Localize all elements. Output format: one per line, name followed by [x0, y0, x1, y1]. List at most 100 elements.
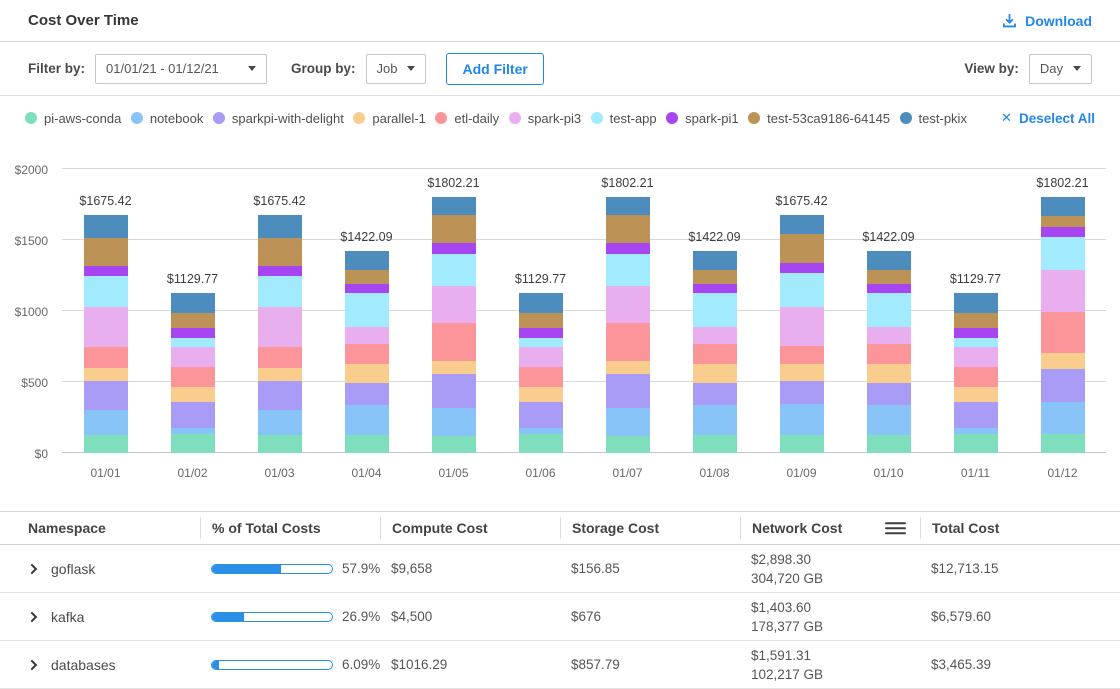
bar-segment[interactable] [606, 436, 650, 453]
group-by-select[interactable]: Job [366, 54, 427, 84]
bar-segment[interactable] [954, 347, 998, 367]
bar-segment[interactable] [519, 338, 563, 348]
bar-segment[interactable] [867, 364, 911, 382]
bar-segment[interactable] [780, 273, 824, 306]
bar-segment[interactable] [432, 361, 476, 374]
bar-segment[interactable] [780, 364, 824, 381]
add-filter-button[interactable]: Add Filter [446, 53, 543, 85]
stacked-bar[interactable] [867, 251, 911, 453]
legend-item[interactable]: test-app [591, 111, 657, 126]
bar-segment[interactable] [954, 402, 998, 428]
stacked-bar[interactable] [171, 293, 215, 453]
bar-segment[interactable] [954, 387, 998, 401]
bar-segment[interactable] [780, 435, 824, 453]
bar-segment[interactable] [1041, 270, 1085, 312]
bar-segment[interactable] [84, 276, 128, 307]
bar-segment[interactable] [867, 293, 911, 327]
bar-segment[interactable] [954, 434, 998, 453]
bar-segment[interactable] [693, 383, 737, 405]
bar-segment[interactable] [345, 383, 389, 405]
stacked-bar[interactable] [780, 215, 824, 453]
bar-segment[interactable] [84, 307, 128, 347]
bar-segment[interactable] [258, 266, 302, 276]
bar-segment[interactable] [345, 364, 389, 382]
column-header[interactable]: % of Total Costs [200, 517, 380, 539]
bar-segment[interactable] [519, 434, 563, 453]
bar-segment[interactable] [954, 328, 998, 338]
bar-segment[interactable] [1041, 237, 1085, 271]
bar-segment[interactable] [345, 251, 389, 269]
bar-segment[interactable] [432, 323, 476, 361]
stacked-bar[interactable] [954, 293, 998, 453]
bar-segment[interactable] [606, 243, 650, 254]
bar-segment[interactable] [171, 387, 215, 401]
bar-segment[interactable] [780, 234, 824, 263]
deselect-all-button[interactable]: ✕ Deselect All [1001, 110, 1095, 126]
bar-segment[interactable] [954, 367, 998, 387]
bar-segment[interactable] [693, 327, 737, 345]
bar-segment[interactable] [954, 293, 998, 314]
bar-segment[interactable] [693, 364, 737, 382]
expand-row-button[interactable] [28, 611, 39, 623]
bar-segment[interactable] [954, 428, 998, 435]
view-by-select[interactable]: Day [1029, 54, 1092, 84]
bar-segment[interactable] [84, 266, 128, 276]
bar-segment[interactable] [693, 293, 737, 327]
legend-item[interactable]: test-pkix [900, 111, 967, 126]
bar-segment[interactable] [258, 276, 302, 307]
bar-segment[interactable] [84, 410, 128, 435]
bar-segment[interactable] [258, 410, 302, 435]
column-header[interactable]: Total Cost [920, 517, 1092, 539]
bar-segment[interactable] [693, 405, 737, 435]
bar-segment[interactable] [606, 286, 650, 323]
bar-segment[interactable] [867, 270, 911, 284]
bar-segment[interactable] [606, 197, 650, 215]
bar-segment[interactable] [606, 408, 650, 436]
stacked-bar[interactable] [258, 215, 302, 453]
bar-segment[interactable] [867, 344, 911, 364]
bar-segment[interactable] [1041, 197, 1085, 216]
bar-segment[interactable] [519, 293, 563, 314]
bar-segment[interactable] [606, 323, 650, 361]
bar-segment[interactable] [345, 293, 389, 327]
bar-segment[interactable] [432, 374, 476, 407]
stacked-bar[interactable] [345, 251, 389, 453]
bar-segment[interactable] [345, 327, 389, 345]
bar-segment[interactable] [84, 238, 128, 266]
bar-segment[interactable] [1041, 227, 1085, 237]
bar-segment[interactable] [171, 428, 215, 435]
legend-item[interactable]: notebook [131, 111, 204, 126]
legend-item[interactable]: spark-pi1 [666, 111, 738, 126]
bar-segment[interactable] [954, 313, 998, 327]
bar-segment[interactable] [519, 402, 563, 428]
stacked-bar[interactable] [693, 251, 737, 453]
column-header[interactable]: Storage Cost [560, 517, 740, 539]
legend-item[interactable]: etl-daily [435, 111, 499, 126]
bar-segment[interactable] [171, 293, 215, 314]
bar-segment[interactable] [84, 435, 128, 453]
stacked-bar[interactable] [84, 215, 128, 453]
bar-segment[interactable] [519, 387, 563, 401]
bar-segment[interactable] [84, 368, 128, 382]
bar-segment[interactable] [519, 328, 563, 338]
bar-segment[interactable] [258, 307, 302, 347]
expand-row-button[interactable] [28, 659, 39, 671]
date-range-select[interactable]: 01/01/21 - 01/12/21 [95, 54, 267, 84]
bar-segment[interactable] [780, 263, 824, 273]
legend-item[interactable]: pi-aws-conda [25, 111, 121, 126]
bar-segment[interactable] [258, 347, 302, 368]
bar-segment[interactable] [1041, 434, 1085, 453]
bar-segment[interactable] [432, 286, 476, 323]
bar-segment[interactable] [432, 436, 476, 453]
bar-segment[interactable] [780, 307, 824, 347]
bar-segment[interactable] [780, 215, 824, 234]
bar-segment[interactable] [867, 284, 911, 293]
download-button[interactable]: Download [1001, 12, 1092, 29]
bar-segment[interactable] [693, 284, 737, 293]
bar-segment[interactable] [432, 408, 476, 436]
bar-segment[interactable] [432, 243, 476, 254]
bar-segment[interactable] [780, 381, 824, 404]
legend-item[interactable]: sparkpi-with-delight [213, 111, 344, 126]
stacked-bar[interactable] [606, 197, 650, 453]
legend-item[interactable]: test-53ca9186-64145 [748, 111, 890, 126]
